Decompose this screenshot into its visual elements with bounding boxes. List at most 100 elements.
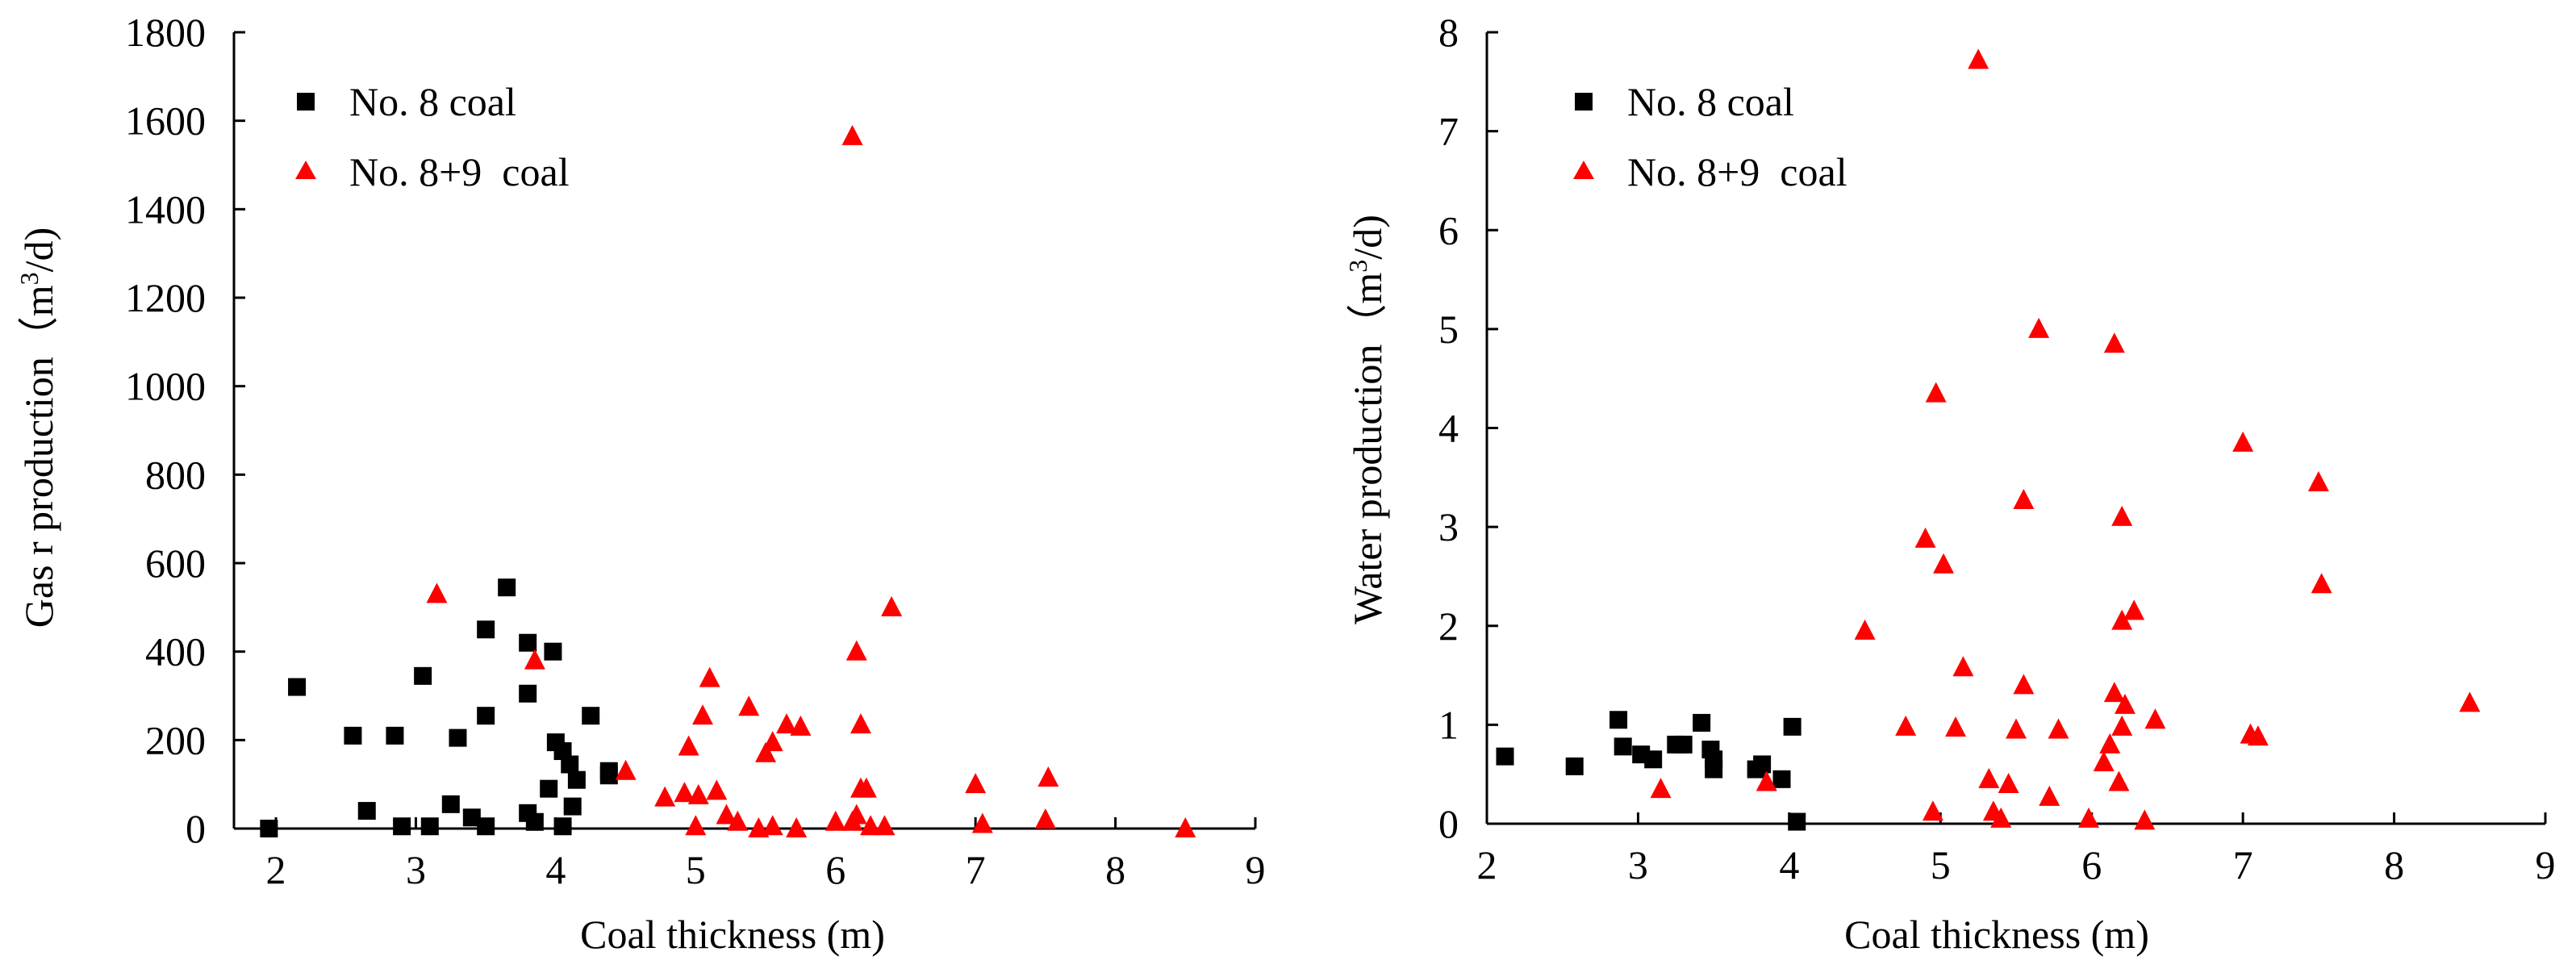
water-point-no8plus9 (1854, 619, 1876, 640)
gas-point-no8 (599, 766, 618, 785)
water-y-axis-title: Water production（m3/d) (1343, 215, 1390, 624)
gas-point-no8 (260, 820, 278, 837)
water-y-tick-label: 2 (1438, 603, 1459, 649)
gas-point-no8 (386, 726, 404, 745)
water-y-tick-label: 6 (1438, 207, 1459, 253)
water-point-no8 (1674, 735, 1693, 754)
water-y-tick-label: 3 (1438, 504, 1459, 549)
water-point-no8plus9 (1933, 553, 1955, 574)
gas-y-tick-label: 800 (145, 452, 206, 497)
gas-point-no8 (519, 633, 537, 652)
gas-x-axis-title: Coal thickness (m) (580, 912, 885, 957)
gas-point-no8 (553, 817, 572, 836)
gas-y-tick-label: 1800 (125, 10, 206, 55)
water-point-no8plus9 (1945, 716, 1967, 737)
gas-x-tick-label: 2 (266, 847, 286, 892)
gas-y-axis-title: Gas r production（m3/d) (15, 228, 61, 628)
gas-point-no8 (462, 808, 481, 827)
gas-point-no8 (540, 779, 558, 798)
gas-point-no8plus9 (1034, 808, 1056, 829)
gas-point-no8 (561, 755, 579, 774)
water-point-no8plus9 (2103, 682, 2125, 703)
water-x-tick-label: 8 (2384, 842, 2404, 887)
water-point-no8plus9 (2111, 505, 2133, 526)
water-x-axis-title: Coal thickness (m) (1844, 912, 2149, 957)
water-point-no8 (1609, 711, 1628, 729)
water-point-no8plus9 (1952, 656, 1974, 677)
water-point-no8 (1644, 750, 1663, 769)
water-point-no8plus9 (2099, 733, 2121, 754)
water-point-no8plus9 (2311, 573, 2332, 594)
gas-y-tick-label: 1600 (125, 98, 206, 144)
water-point-no8plus9 (1922, 800, 1943, 821)
water-point-no8plus9 (2108, 770, 2130, 791)
water-point-no8plus9 (2111, 715, 2133, 736)
gas-point-no8plus9 (776, 713, 798, 734)
water-legend-square-marker (1575, 93, 1593, 111)
gas-point-no8plus9 (881, 595, 903, 616)
gas-point-no8 (477, 707, 495, 725)
gas-point-no8plus9 (790, 715, 812, 736)
gas-point-no8plus9 (762, 731, 783, 752)
water-point-no8plus9 (2247, 725, 2269, 746)
water-point-no8plus9 (2077, 807, 2099, 828)
gas-point-no8 (449, 729, 467, 747)
gas-point-no8plus9 (786, 817, 808, 837)
gas-point-no8 (414, 666, 432, 685)
gas-point-no8 (544, 642, 562, 661)
water-y-tick-label: 0 (1438, 801, 1459, 846)
gas-point-no8 (288, 678, 307, 696)
water-point-no8plus9 (2103, 332, 2125, 353)
gas-legend-label-no8plus9: No. 8+9 coal (349, 149, 570, 194)
gas-y-tick-label: 400 (145, 629, 206, 674)
gas-x-tick-label: 8 (1105, 847, 1125, 892)
water-y-tick-label: 4 (1438, 406, 1459, 451)
gas-point-no8plus9 (845, 640, 867, 661)
gas-point-no8plus9 (706, 779, 728, 800)
gas-point-no8 (563, 797, 582, 816)
gas-point-no8plus9 (1175, 817, 1196, 837)
water-point-no8 (1788, 812, 1806, 831)
water-point-no8plus9 (1978, 767, 2000, 788)
gas-point-no8plus9 (1037, 766, 1059, 787)
gas-point-no8plus9 (654, 786, 676, 807)
water-point-no8plus9 (2144, 708, 2166, 729)
gas-point-no8plus9 (841, 124, 863, 145)
gas-point-no8 (357, 802, 376, 820)
water-x-tick-label: 3 (1628, 842, 1648, 887)
water-legend-label-no8: No. 8 coal (1627, 79, 1794, 124)
water-point-no8plus9 (1968, 48, 1989, 69)
water-point-no8 (1772, 770, 1791, 788)
water-point-no8plus9 (1895, 715, 1917, 736)
water-x-tick-label: 7 (2233, 842, 2253, 887)
gas-point-no8plus9 (524, 649, 545, 670)
water-x-tick-label: 5 (1931, 842, 1951, 887)
gas-point-no8plus9 (971, 812, 993, 833)
gas-point-no8plus9 (738, 695, 760, 716)
gas-point-no8plus9 (850, 713, 871, 734)
gas-point-no8plus9 (855, 777, 877, 798)
gas-point-no8plus9 (687, 783, 709, 804)
gas-point-no8plus9 (762, 815, 783, 836)
water-point-no8plus9 (1990, 807, 2012, 828)
gas-y-tick-label: 600 (145, 541, 206, 586)
gas-point-no8plus9 (699, 666, 720, 687)
water-point-no8 (1565, 757, 1584, 775)
gas-point-no8plus9 (685, 815, 707, 836)
gas-point-no8 (582, 707, 600, 725)
water-x-tick-label: 4 (1779, 842, 1799, 887)
water-x-tick-label: 9 (2536, 842, 2556, 887)
gas-point-no8plus9 (965, 773, 987, 794)
water-point-no8plus9 (2459, 691, 2481, 712)
water-point-no8 (1783, 717, 1802, 736)
water-x-tick-label: 2 (1477, 842, 1497, 887)
gas-point-no8plus9 (716, 804, 737, 825)
gas-x-tick-label: 7 (966, 847, 986, 892)
gas-point-no8 (519, 684, 537, 703)
gas-point-no8 (525, 812, 544, 831)
gas-point-no8plus9 (691, 704, 713, 725)
gas-point-no8plus9 (860, 815, 882, 836)
gas-point-no8 (393, 817, 411, 836)
gas-x-tick-label: 6 (825, 847, 845, 892)
